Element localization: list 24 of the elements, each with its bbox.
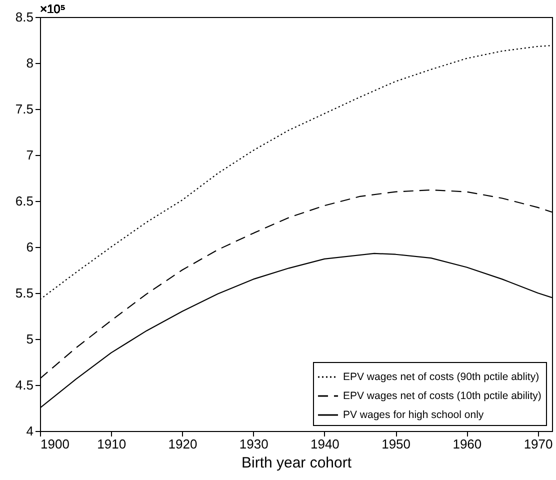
y-tick-label: 4.5 — [15, 378, 34, 392]
x-tick-label: 1920 — [168, 436, 198, 452]
x-tick-label: 1930 — [239, 436, 268, 452]
x-tick-label: 1950 — [382, 436, 411, 452]
legend-label: EPV wages net of costs (10th pctile ability) — [343, 390, 542, 402]
legend-label: EPV wages net of costs (90th pctile ablity) — [343, 371, 540, 383]
x-tick-label: 1910 — [97, 436, 126, 452]
y-tick-label: 7.5 — [15, 102, 34, 116]
y-tick-label: 7 — [26, 148, 34, 162]
y-tick-label: 8 — [26, 56, 34, 70]
y-tick-label: 8.5 — [15, 10, 34, 24]
y-tick-label: 5 — [26, 332, 34, 346]
x-axis-title: Birth year cohort — [241, 454, 352, 472]
x-tick-label: 1970 — [524, 436, 553, 452]
legend-label: PV wages for high school only — [343, 409, 484, 421]
x-tick-label: 1940 — [310, 436, 340, 452]
y-tick-label: 5.5 — [15, 286, 34, 300]
y-tick-label: 6 — [26, 240, 34, 254]
x-tick-label: 1900 — [40, 436, 70, 452]
line-series — [40, 44, 552, 300]
y-tick-label: 4 — [26, 424, 34, 438]
y-tick-label: 6.5 — [15, 194, 34, 208]
x-tick-label: 1960 — [452, 436, 482, 452]
text: ×10⁵ — [40, 2, 66, 16]
